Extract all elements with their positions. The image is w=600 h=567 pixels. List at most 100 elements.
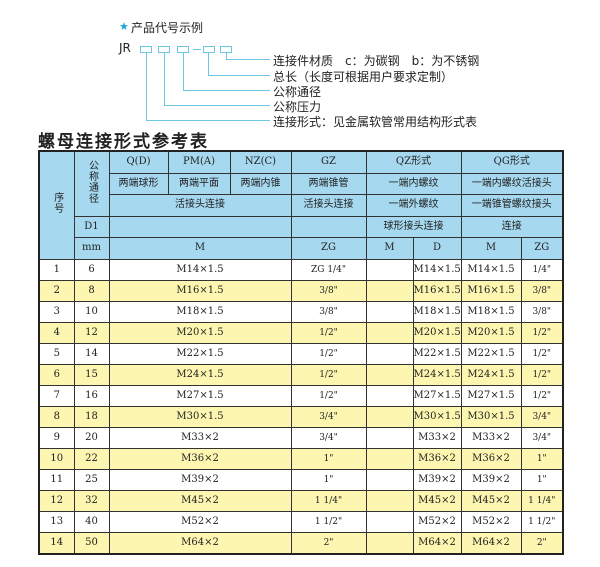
connector-line (183, 90, 270, 91)
cell-diameter: 50 (73, 531, 110, 554)
cell-qz-m (365, 468, 414, 491)
header-cell: QG形式 (460, 150, 564, 174)
cell-gz-zg: 1/2" (290, 342, 367, 365)
cell-serial: 8 (38, 405, 75, 428)
code-dash (193, 49, 201, 50)
cell-qg-zg: 1 1/2" (520, 510, 564, 533)
cell-diameter: 25 (73, 468, 110, 491)
cell-gz-zg: 3/4" (290, 405, 367, 428)
table-row: 9 20 M33×2 3/4" M33×2 M33×2 3/4" (38, 426, 564, 449)
cell-qz-d: M33×2 (412, 426, 462, 449)
cell-diameter: 22 (73, 447, 110, 470)
cell-qz-m (365, 363, 414, 386)
header-cell: 连接 (460, 215, 564, 238)
cell-qg-m: M20×1.5 (460, 321, 522, 344)
cell-qz-m (365, 384, 414, 407)
cell-m: M52×2 (108, 510, 292, 533)
cell-qz-m (365, 321, 414, 344)
cell-diameter: 14 (73, 342, 110, 365)
header-cell: 一端外螺纹 (365, 194, 462, 217)
connector-line (208, 52, 209, 75)
cell-qz-m (365, 510, 414, 533)
cell-qz-d: M14×1.5 (412, 258, 462, 281)
cell-serial: 11 (38, 468, 75, 491)
header-cell: 两端锥管 (290, 172, 367, 195)
legend-item-material: 连接件材质 c：为碳钢 b：为不锈钢 (273, 54, 480, 68)
cell-m: M39×2 (108, 468, 292, 491)
table-row: 13 40 M52×2 1 1/2" M52×2 M52×2 1 1/2" (38, 510, 564, 533)
cell-serial: 7 (38, 384, 75, 407)
table-row: 2 8 M16×1.5 3/8" M16×1.5 M16×1.5 3/8" (38, 279, 564, 302)
connector-line (226, 59, 270, 60)
cell-serial: 4 (38, 321, 75, 344)
cell-qg-m: M24×1.5 (460, 363, 522, 386)
header-cell: D (412, 237, 462, 260)
header-cell: 两端球形 (108, 172, 169, 195)
star-icon: ★ (119, 20, 129, 33)
cell-diameter: 8 (73, 279, 110, 302)
header-nominal-diameter: 公称通径 (73, 150, 110, 217)
cell-gz-zg: 1 1/2" (290, 510, 367, 533)
cell-diameter: 16 (73, 384, 110, 407)
code-prefix: JR (119, 41, 131, 55)
cell-qg-m: M14×1.5 (460, 258, 522, 281)
cell-qg-m: M18×1.5 (460, 300, 522, 323)
cell-qg-m: M30×1.5 (460, 405, 522, 428)
cell-qg-m: M39×2 (460, 468, 522, 491)
cell-serial: 1 (38, 258, 75, 281)
cell-qg-zg: 1 1/4" (520, 489, 564, 512)
header-serial: 序号 (38, 150, 75, 260)
cell-m: M36×2 (108, 447, 292, 470)
cell-serial: 14 (38, 531, 75, 554)
cell-gz-zg: 1/2" (290, 321, 367, 344)
cell-gz-zg: 1/2" (290, 363, 367, 386)
cell-qz-d: M64×2 (412, 531, 462, 554)
connector-line (226, 52, 227, 59)
header-cell: QZ形式 (365, 150, 462, 174)
cell-qg-zg: 3/8" (520, 300, 564, 323)
cell-diameter: 18 (73, 405, 110, 428)
cell-m: M18×1.5 (108, 300, 292, 323)
cell-gz-zg: 2" (290, 531, 367, 554)
header-cell: M (460, 237, 522, 260)
cell-qz-d: M36×2 (412, 447, 462, 470)
cell-qg-zg: 1/2" (520, 384, 564, 407)
cell-qg-zg: 1/2" (520, 321, 564, 344)
cell-qg-m: M52×2 (460, 510, 522, 533)
cell-qz-d: M16×1.5 (412, 279, 462, 302)
header-cell: 活接头连接 (290, 194, 367, 217)
cell-qz-d: M30×1.5 (412, 405, 462, 428)
cell-qz-m (365, 342, 414, 365)
cell-qz-m (365, 447, 414, 470)
cell-qz-m (365, 426, 414, 449)
cell-qz-d: M27×1.5 (412, 384, 462, 407)
table-row: 1 6 M14×1.5 ZG 1/4" M14×1.5 M14×1.5 1/4" (38, 258, 564, 281)
cell-qg-zg: 3/4" (520, 426, 564, 449)
cell-gz-zg: 3/8" (290, 300, 367, 323)
cell-qg-m: M36×2 (460, 447, 522, 470)
header-cell: 一端内螺纹活接头 (460, 172, 564, 195)
cell-qg-m: M22×1.5 (460, 342, 522, 365)
cell-qg-zg: 1" (520, 468, 564, 491)
cell-qg-zg: 1" (520, 447, 564, 470)
cell-gz-zg: 3/8" (290, 279, 367, 302)
header-cell: GZ (290, 150, 367, 174)
cell-qg-zg: 1/2" (520, 342, 564, 365)
cell-gz-zg: 1" (290, 468, 367, 491)
cell-m: M22×1.5 (108, 342, 292, 365)
cell-qz-d: M45×2 (412, 489, 462, 512)
table-row: 12 32 M45×2 1 1/4" M45×2 M45×2 1 1/4" (38, 489, 564, 512)
legend-item-diameter: 公称通径 (273, 85, 322, 99)
cell-diameter: 6 (73, 258, 110, 281)
table-row: 11 25 M39×2 1" M39×2 M39×2 1" (38, 468, 564, 491)
table-row: 5 14 M22×1.5 1/2" M22×1.5 M22×1.5 1/2" (38, 342, 564, 365)
table-row: 8 18 M30×1.5 3/4" M30×1.5 M30×1.5 3/4" (38, 405, 564, 428)
table-title: 螺母连接形式参考表 (38, 132, 209, 152)
cell-diameter: 12 (73, 321, 110, 344)
table-row: 3 10 M18×1.5 3/8" M18×1.5 M18×1.5 3/8" (38, 300, 564, 323)
header-cell: M (108, 237, 292, 260)
cell-qg-zg: 3/4" (520, 405, 564, 428)
cell-m: M24×1.5 (108, 363, 292, 386)
cell-diameter: 32 (73, 489, 110, 512)
cell-gz-zg: 1/2" (290, 384, 367, 407)
